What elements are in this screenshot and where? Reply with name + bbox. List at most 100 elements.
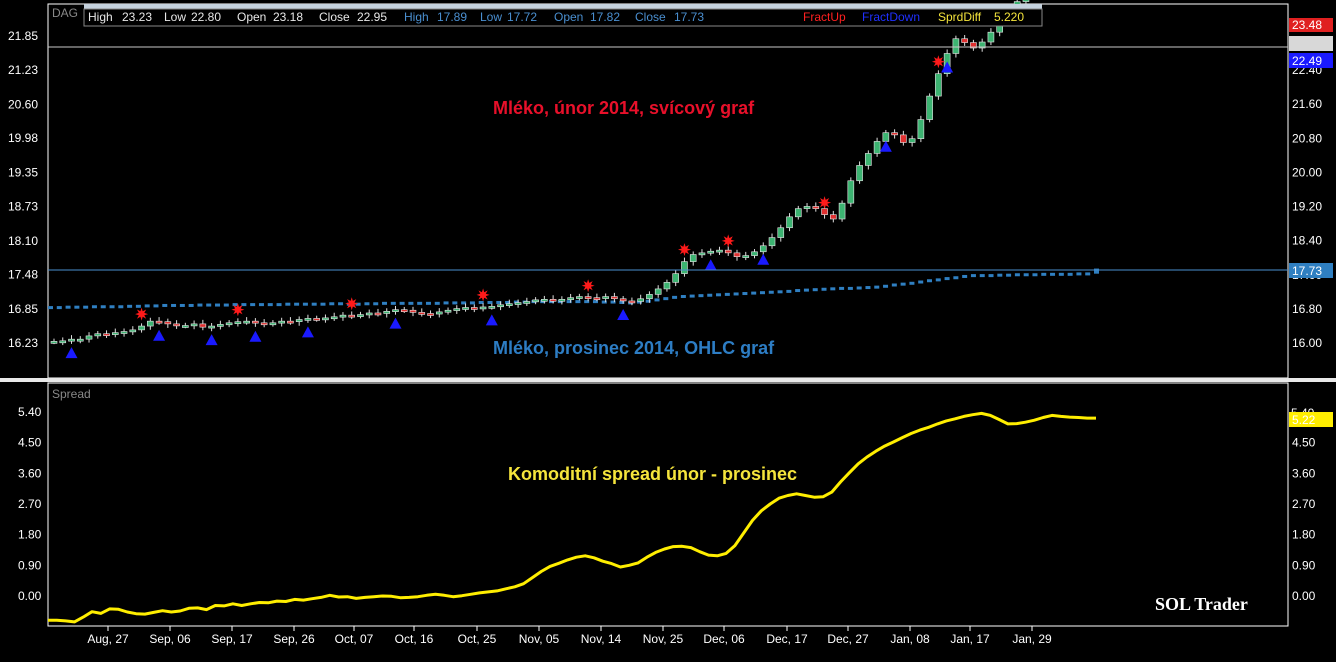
ohlc-bar <box>215 303 221 307</box>
ohlc-bar <box>223 303 229 307</box>
date-tick-label: Sep, 17 <box>211 632 253 646</box>
price-left-tick: 18.73 <box>8 199 38 213</box>
info-high1-label: High <box>88 10 113 24</box>
candle-up <box>322 317 329 321</box>
ohlc-bar <box>944 277 950 281</box>
info-high2-label: High <box>404 10 429 24</box>
candle-up <box>978 41 986 49</box>
fractal-up-marker <box>678 243 691 257</box>
price-right-tick: 19.20 <box>1292 200 1322 214</box>
candle-up <box>68 338 75 342</box>
ohlc-bar <box>1058 272 1064 276</box>
candle-up <box>304 318 312 321</box>
candle-up <box>182 325 189 328</box>
candle-up <box>243 320 250 324</box>
ohlc-bar <box>1050 272 1056 276</box>
ohlc-bar <box>716 293 722 297</box>
ohlc-bar <box>926 279 932 283</box>
fractal-down-marker <box>153 329 166 341</box>
ohlc-bar <box>83 305 89 309</box>
candle-up <box>453 308 461 311</box>
info-low2: 17.72 <box>507 10 537 24</box>
candle-up <box>111 332 119 335</box>
ohlc-bar <box>434 301 440 305</box>
candle-up <box>768 237 776 247</box>
ohlc-bar <box>847 286 853 290</box>
candle-up <box>523 301 531 304</box>
candle-close-tag <box>1289 36 1333 51</box>
price-left-tick: 18.10 <box>8 234 38 248</box>
info-bar-strip <box>84 4 1042 9</box>
ohlc-bar <box>382 301 388 305</box>
price-left-tick: 19.98 <box>8 131 38 145</box>
spread-left-tick: 5.40 <box>18 405 42 419</box>
price-left-tick: 21.23 <box>8 63 38 77</box>
candle-down <box>155 320 163 324</box>
ohlc-bar <box>276 303 282 307</box>
spread-panel-frame <box>47 382 1289 627</box>
ohlc-bar <box>1076 272 1082 276</box>
ohlc-bar <box>751 291 757 295</box>
candle-up <box>681 261 688 274</box>
ohlc-bar <box>557 300 563 304</box>
ohlc-bar <box>566 300 572 304</box>
candle-down <box>374 312 382 316</box>
ohlc-bar <box>856 286 862 290</box>
candle-down <box>812 206 820 209</box>
candle-up <box>689 254 697 262</box>
ohlc-bar <box>786 289 792 293</box>
fractal-down-marker <box>301 326 314 338</box>
info-bar-box <box>83 8 1043 27</box>
candle-down <box>628 300 636 304</box>
candle-down <box>164 321 172 325</box>
candle-up <box>987 31 995 43</box>
ohlc-bar <box>1032 273 1038 277</box>
candle-up <box>935 73 942 97</box>
date-tick-label: Jan, 17 <box>950 632 990 646</box>
candle-up <box>225 322 233 326</box>
ohlc-bar <box>707 293 713 297</box>
ohlc-bar <box>1085 272 1091 276</box>
candle-up <box>646 294 653 300</box>
ohlc-bar <box>1006 273 1012 277</box>
info-open2-label: Open <box>554 10 583 24</box>
candle-up <box>917 119 925 139</box>
ohlc-bar <box>109 305 115 309</box>
fractal-down-marker <box>249 330 262 342</box>
ohlc-bar <box>487 300 493 304</box>
candle-high-tag-text: 23.48 <box>1292 18 1322 32</box>
ohlc-bar <box>584 300 590 304</box>
spread-right-axis: 4.50 3.60 2.70 1.80 0.90 0.00 <box>1292 436 1316 603</box>
ohlc-bar <box>505 300 511 304</box>
ohlc-bar <box>127 304 133 308</box>
candle-up <box>278 320 285 324</box>
ohlc-bar <box>74 305 80 309</box>
candle-down <box>348 314 356 318</box>
candle-up <box>532 299 539 303</box>
ohlc-bar <box>672 295 678 299</box>
ohlc-bar <box>803 288 809 292</box>
candle-down <box>471 307 478 310</box>
ohlc-bar <box>645 299 651 303</box>
panel-divider[interactable] <box>0 378 1336 382</box>
spread-last-tag <box>1289 412 1333 427</box>
ohlc-bar <box>56 306 62 310</box>
candle-up <box>908 138 916 143</box>
date-tick-label: Oct, 25 <box>458 632 497 646</box>
ohlc-series <box>48 268 1099 310</box>
panel-label: DAG <box>52 6 78 20</box>
candle-down <box>593 297 601 300</box>
fractal-down-marker <box>704 259 717 271</box>
ohlc-bar <box>443 301 449 305</box>
fractal-up-marker <box>581 279 595 293</box>
ohlc-bar <box>48 306 53 310</box>
ohlc-bar <box>496 300 502 304</box>
ohlc-bar <box>311 302 317 306</box>
candle-series <box>50 0 1030 346</box>
candle-up <box>59 340 67 344</box>
date-tick-label: Jan, 29 <box>1012 632 1052 646</box>
ohlc-bar <box>408 301 414 305</box>
ohlc-bar <box>777 290 783 294</box>
info-low2-label: Low <box>480 10 502 24</box>
